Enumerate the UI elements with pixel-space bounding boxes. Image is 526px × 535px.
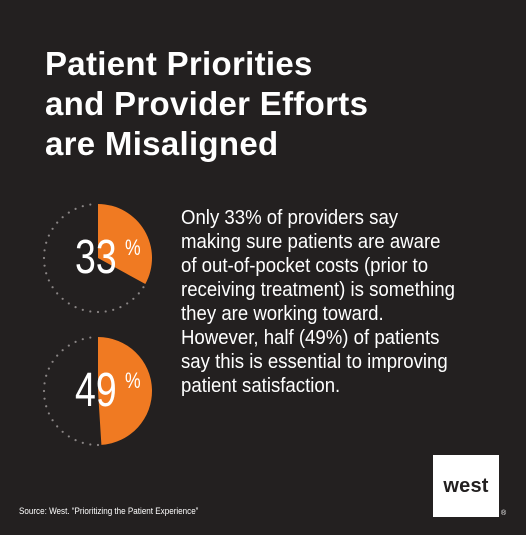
title-line-2: and Provider Efforts [45, 85, 369, 122]
donut-ring-dot [67, 302, 70, 305]
donut-ring-dot [43, 382, 46, 385]
donut-ring-dot [96, 310, 100, 314]
donut-ring-dot [56, 425, 59, 428]
donut-ring-dot [137, 292, 140, 295]
percent-sign-33: % [125, 235, 141, 260]
donut-ring-dot [61, 430, 64, 433]
donut-ring-dot [104, 310, 107, 313]
donut-ring-dot [47, 234, 50, 237]
donut-ring-dot [126, 302, 129, 305]
donut-ring-dot [51, 419, 54, 422]
donut-ring-dot [45, 241, 48, 244]
donut-ring-dot [45, 405, 48, 408]
body-line-5: they are working toward. [181, 303, 384, 325]
donut-ring-dot [112, 308, 115, 311]
body-line-4: receiving treatment) is something [181, 279, 455, 301]
donut-dots-49 [42, 336, 100, 447]
donut-ring-dot [67, 435, 70, 438]
donut-svg-33 [42, 203, 152, 314]
donut-ring-dot [43, 249, 46, 252]
donut-ring-dot [81, 205, 84, 208]
donut-ring-dot [42, 389, 46, 393]
body-line-7: say this is essential to improving [181, 351, 448, 373]
percent-value-33: 33 [75, 231, 117, 284]
donut-ring-dot [47, 367, 50, 370]
donut-ring-dot [142, 286, 145, 289]
donut-ring-dot [45, 272, 48, 275]
donut-ring-dot [43, 397, 46, 400]
donut-ring-dot [96, 443, 100, 447]
donut-ring-dot [61, 216, 64, 219]
donut-ring-dot [51, 227, 54, 230]
donut-ring-dot [74, 306, 77, 309]
title-line-1: Patient Priorities [45, 45, 313, 82]
donut-ring-dot [51, 286, 54, 289]
donut-ring-dot [67, 344, 70, 347]
registered-mark: ® [501, 510, 507, 517]
percent-value-49: 49 [75, 364, 117, 417]
donut-ring-dot [43, 264, 46, 267]
body-line-8: patient satisfaction. [181, 375, 341, 397]
donut-ring-dot [89, 203, 92, 206]
body-line-6: However, half (49%) of patients [181, 327, 440, 349]
donut-ring-dot [81, 338, 84, 341]
donut-ring-dot [89, 443, 92, 446]
west-logo-text: west [443, 474, 489, 497]
donut-ring-dot [61, 349, 64, 352]
donut-dots-33 [42, 203, 145, 314]
donut-chart-49: 49 % [40, 333, 156, 449]
body-line-1: Only 33% of providers say [181, 207, 399, 229]
donut-ring-dot [67, 211, 70, 214]
donut-ring-dot [51, 360, 54, 363]
donut-ring-dot [74, 439, 77, 442]
donut-ring-dot [89, 336, 92, 339]
donut-ring-dot [81, 308, 84, 311]
title-line-3: are Misaligned [45, 125, 279, 162]
donut-ring-dot [45, 374, 48, 377]
donut-chart-33: 33 % [40, 200, 156, 316]
donut-slice-33 [98, 204, 152, 285]
donut-ring-dot [132, 297, 135, 300]
donut-ring-dot [47, 412, 50, 415]
donut-ring-dot [56, 354, 59, 357]
body-line-3: of out-of-pocket costs (prior to [181, 255, 429, 277]
donut-ring-dot [42, 256, 46, 260]
donut-ring-dot [61, 297, 64, 300]
body-text: Only 33% of providers say making sure pa… [181, 206, 488, 398]
source-note: Source: West. “Prioritizing the Patient … [19, 506, 199, 517]
percent-sign-49: % [125, 368, 141, 393]
donut-ring-dot [74, 340, 77, 343]
donut-ring-dot [81, 441, 84, 444]
donut-ring-dot [89, 310, 92, 313]
donut-slice-49 [98, 337, 153, 445]
body-line-2: making sure patients are aware [181, 231, 441, 253]
donut-svg-49 [42, 336, 153, 447]
west-logo: west [433, 455, 499, 517]
donut-ring-dot [56, 292, 59, 295]
donut-ring-dot [47, 279, 50, 282]
donut-ring-dot [74, 207, 77, 210]
donut-ring-dot [119, 306, 122, 309]
page-title: Patient Priorities and Provider Efforts … [45, 44, 368, 164]
donut-ring-dot [56, 221, 59, 224]
